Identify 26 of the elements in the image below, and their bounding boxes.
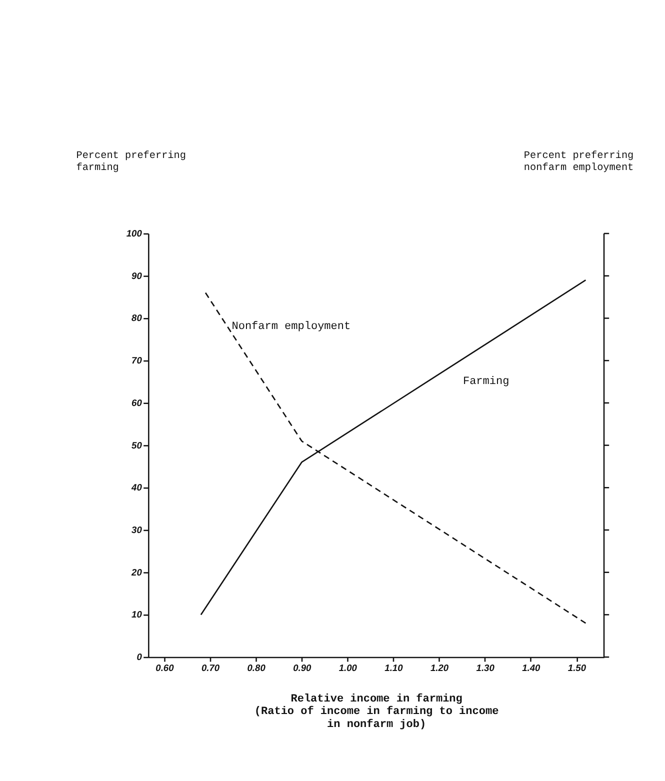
y-tick-label: 0 [136, 652, 143, 662]
x-tick-label: 1.10 [384, 663, 404, 674]
x-tick-label: 1.30 [476, 663, 496, 674]
x-tick-label: 0.60 [156, 663, 175, 674]
x-tick-label: 1.20 [430, 663, 450, 674]
text: Percent preferring nonfarm employment [524, 150, 634, 174]
x-tick-label: 1.40 [522, 663, 542, 674]
series-label: Farming [462, 376, 510, 388]
y-tick-label: 100 [126, 228, 143, 238]
y-tick-label: 10 [132, 610, 143, 620]
y-tick-label: 30 [132, 524, 143, 535]
x-tick-label: 0.90 [293, 663, 312, 674]
y-tick-label: 90 [132, 270, 143, 281]
y-tick-label: 40 [130, 482, 143, 493]
y-tick-label: 50 [132, 440, 143, 450]
x-tick-label: 1.50 [568, 663, 587, 674]
y-tick-label: 20 [130, 567, 143, 578]
x-tick-label: 0.80 [247, 663, 266, 674]
y-tick-label: 80 [132, 313, 143, 324]
text: Percent preferring farming [76, 150, 186, 174]
series-label: Nonfarm employment [232, 320, 351, 333]
y-tick-label: 70 [132, 356, 143, 366]
y-tick-label: 60 [132, 398, 143, 408]
x-tick-label: 0.70 [201, 663, 220, 674]
x-axis-title: Relative income in farming (Ratio of income in farming to income in nonfarm job) [254, 692, 500, 731]
x-tick-label: 1.00 [338, 663, 358, 674]
